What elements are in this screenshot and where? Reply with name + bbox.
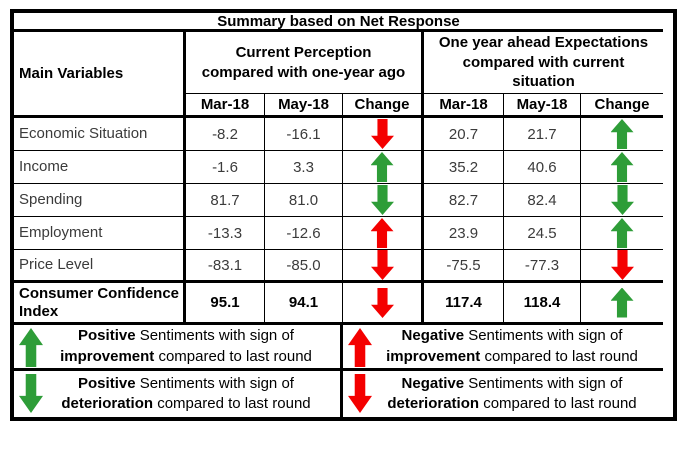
cell-exp-mar: 20.7 xyxy=(424,118,504,151)
legend-item-positive-deterioration: Positive Sentiments with sign of deterio… xyxy=(14,371,343,417)
col-header-main-variables: Main Variables xyxy=(14,32,186,118)
legend-keyword: Negative xyxy=(401,327,465,345)
cell-exp-may: 40.6 xyxy=(504,151,581,184)
legend-keyword: deterioration xyxy=(61,395,154,412)
legend-phrase: Sentiments with sign of xyxy=(464,374,623,392)
row-label-economic-situation: Economic Situation xyxy=(14,118,186,151)
legend-keyword: deterioration xyxy=(387,395,480,412)
change-arrow-icon xyxy=(371,119,394,149)
change-arrow-icon xyxy=(371,250,394,280)
legend-text: Positive Sentiments with sign of improve… xyxy=(14,326,340,367)
cell-exp-change xyxy=(581,283,663,325)
group-header-line: compared with one-year ago xyxy=(201,63,406,81)
change-arrow-icon xyxy=(611,185,634,215)
legend-item-negative-deterioration: Negative Sentiments with sign of deterio… xyxy=(343,371,663,417)
change-arrow-icon xyxy=(371,288,394,318)
legend-phrase: compared to last round xyxy=(153,395,311,412)
legend-text: Negative Sentiments with sign of deterio… xyxy=(343,374,663,415)
cell-exp-may: 118.4 xyxy=(504,283,581,325)
cell-exp-change xyxy=(581,118,663,151)
change-arrow-icon xyxy=(610,152,634,182)
summary-table: Summary based on Net Response Main Varia… xyxy=(10,9,677,421)
cell-cp-mar: -1.6 xyxy=(186,151,265,184)
col-header-cp-may18: May-18 xyxy=(265,94,343,118)
legend-keyword: improvement xyxy=(386,347,481,365)
col-header-exp-change: Change xyxy=(581,94,663,118)
cell-exp-may: 21.7 xyxy=(504,118,581,151)
col-header-exp-may18: May-18 xyxy=(504,94,581,118)
cell-exp-change xyxy=(581,250,663,283)
legend-item-negative-improvement: Negative Sentiments with sign of improve… xyxy=(343,325,663,371)
group-header-line: One year ahead Expectations xyxy=(438,34,649,52)
legend-keyword: Negative xyxy=(401,374,465,392)
change-arrow-icon xyxy=(611,250,634,280)
cell-cp-mar: 95.1 xyxy=(186,283,265,325)
cell-cp-may: -12.6 xyxy=(265,217,343,250)
change-arrow-icon xyxy=(610,287,634,318)
legend-phrase: Sentiments with sign of xyxy=(464,327,623,345)
change-arrow-icon xyxy=(610,218,634,248)
row-label-consumer-confidence-index: Consumer Confidence Index xyxy=(14,283,186,325)
cell-exp-change xyxy=(581,184,663,217)
change-arrow-icon xyxy=(610,119,634,149)
cell-cp-mar: 81.7 xyxy=(186,184,265,217)
cell-cp-change xyxy=(343,118,424,151)
cell-cp-change xyxy=(343,283,424,325)
cell-exp-may: -77.3 xyxy=(504,250,581,283)
table-title: Summary based on Net Response xyxy=(14,13,663,32)
cell-exp-mar: 82.7 xyxy=(424,184,504,217)
change-arrow-icon xyxy=(370,152,394,182)
cell-exp-mar: 23.9 xyxy=(424,217,504,250)
change-arrow-icon xyxy=(370,218,394,248)
cell-cp-mar: -13.3 xyxy=(186,217,265,250)
cell-cp-may: 94.1 xyxy=(265,283,343,325)
group-header-line: situation xyxy=(512,73,575,91)
col-header-cp-change: Change xyxy=(343,94,424,118)
cell-cp-may: 81.0 xyxy=(265,184,343,217)
cell-exp-mar: -75.5 xyxy=(424,250,504,283)
legend-phrase: Sentiments with sign of xyxy=(135,374,294,392)
legend-keyword: Positive xyxy=(78,327,136,345)
cell-exp-may: 24.5 xyxy=(504,217,581,250)
legend-phrase: Sentiments with sign of xyxy=(135,327,294,345)
row-label-income: Income xyxy=(14,151,186,184)
legend-phrase: compared to last round xyxy=(480,347,638,365)
row-label-price-level: Price Level xyxy=(14,250,186,283)
cell-exp-may: 82.4 xyxy=(504,184,581,217)
group-header-line: Current Perception xyxy=(235,44,372,61)
cell-cp-change xyxy=(343,184,424,217)
legend-keyword: improvement xyxy=(60,347,155,365)
cell-exp-change xyxy=(581,217,663,250)
cell-exp-mar: 35.2 xyxy=(424,151,504,184)
col-group-current-perception: Current Perception compared with one-yea… xyxy=(186,32,424,94)
col-header-cp-mar18: Mar-18 xyxy=(186,94,265,118)
cell-cp-mar: -83.1 xyxy=(186,250,265,283)
cell-cp-may: -16.1 xyxy=(265,118,343,151)
cell-cp-change xyxy=(343,217,424,250)
legend-item-positive-improvement: Positive Sentiments with sign of improve… xyxy=(14,325,343,371)
cell-exp-mar: 117.4 xyxy=(424,283,504,325)
cell-cp-may: 3.3 xyxy=(265,151,343,184)
row-label-employment: Employment xyxy=(14,217,186,250)
cell-cp-may: -85.0 xyxy=(265,250,343,283)
legend-phrase: compared to last round xyxy=(479,395,637,412)
legend-text: Negative Sentiments with sign of improve… xyxy=(343,326,663,367)
change-arrow-icon xyxy=(371,185,394,215)
cell-cp-mar: -8.2 xyxy=(186,118,265,151)
cell-exp-change xyxy=(581,151,663,184)
group-header-line: compared with current xyxy=(462,53,625,71)
col-group-expectations: One year ahead Expectations compared wit… xyxy=(424,32,663,94)
cell-cp-change xyxy=(343,250,424,283)
legend-phrase: compared to last round xyxy=(154,347,312,365)
col-header-exp-mar18: Mar-18 xyxy=(424,94,504,118)
legend-keyword: Positive xyxy=(78,374,136,392)
row-label-spending: Spending xyxy=(14,184,186,217)
legend-text: Positive Sentiments with sign of deterio… xyxy=(14,374,340,415)
cell-cp-change xyxy=(343,151,424,184)
